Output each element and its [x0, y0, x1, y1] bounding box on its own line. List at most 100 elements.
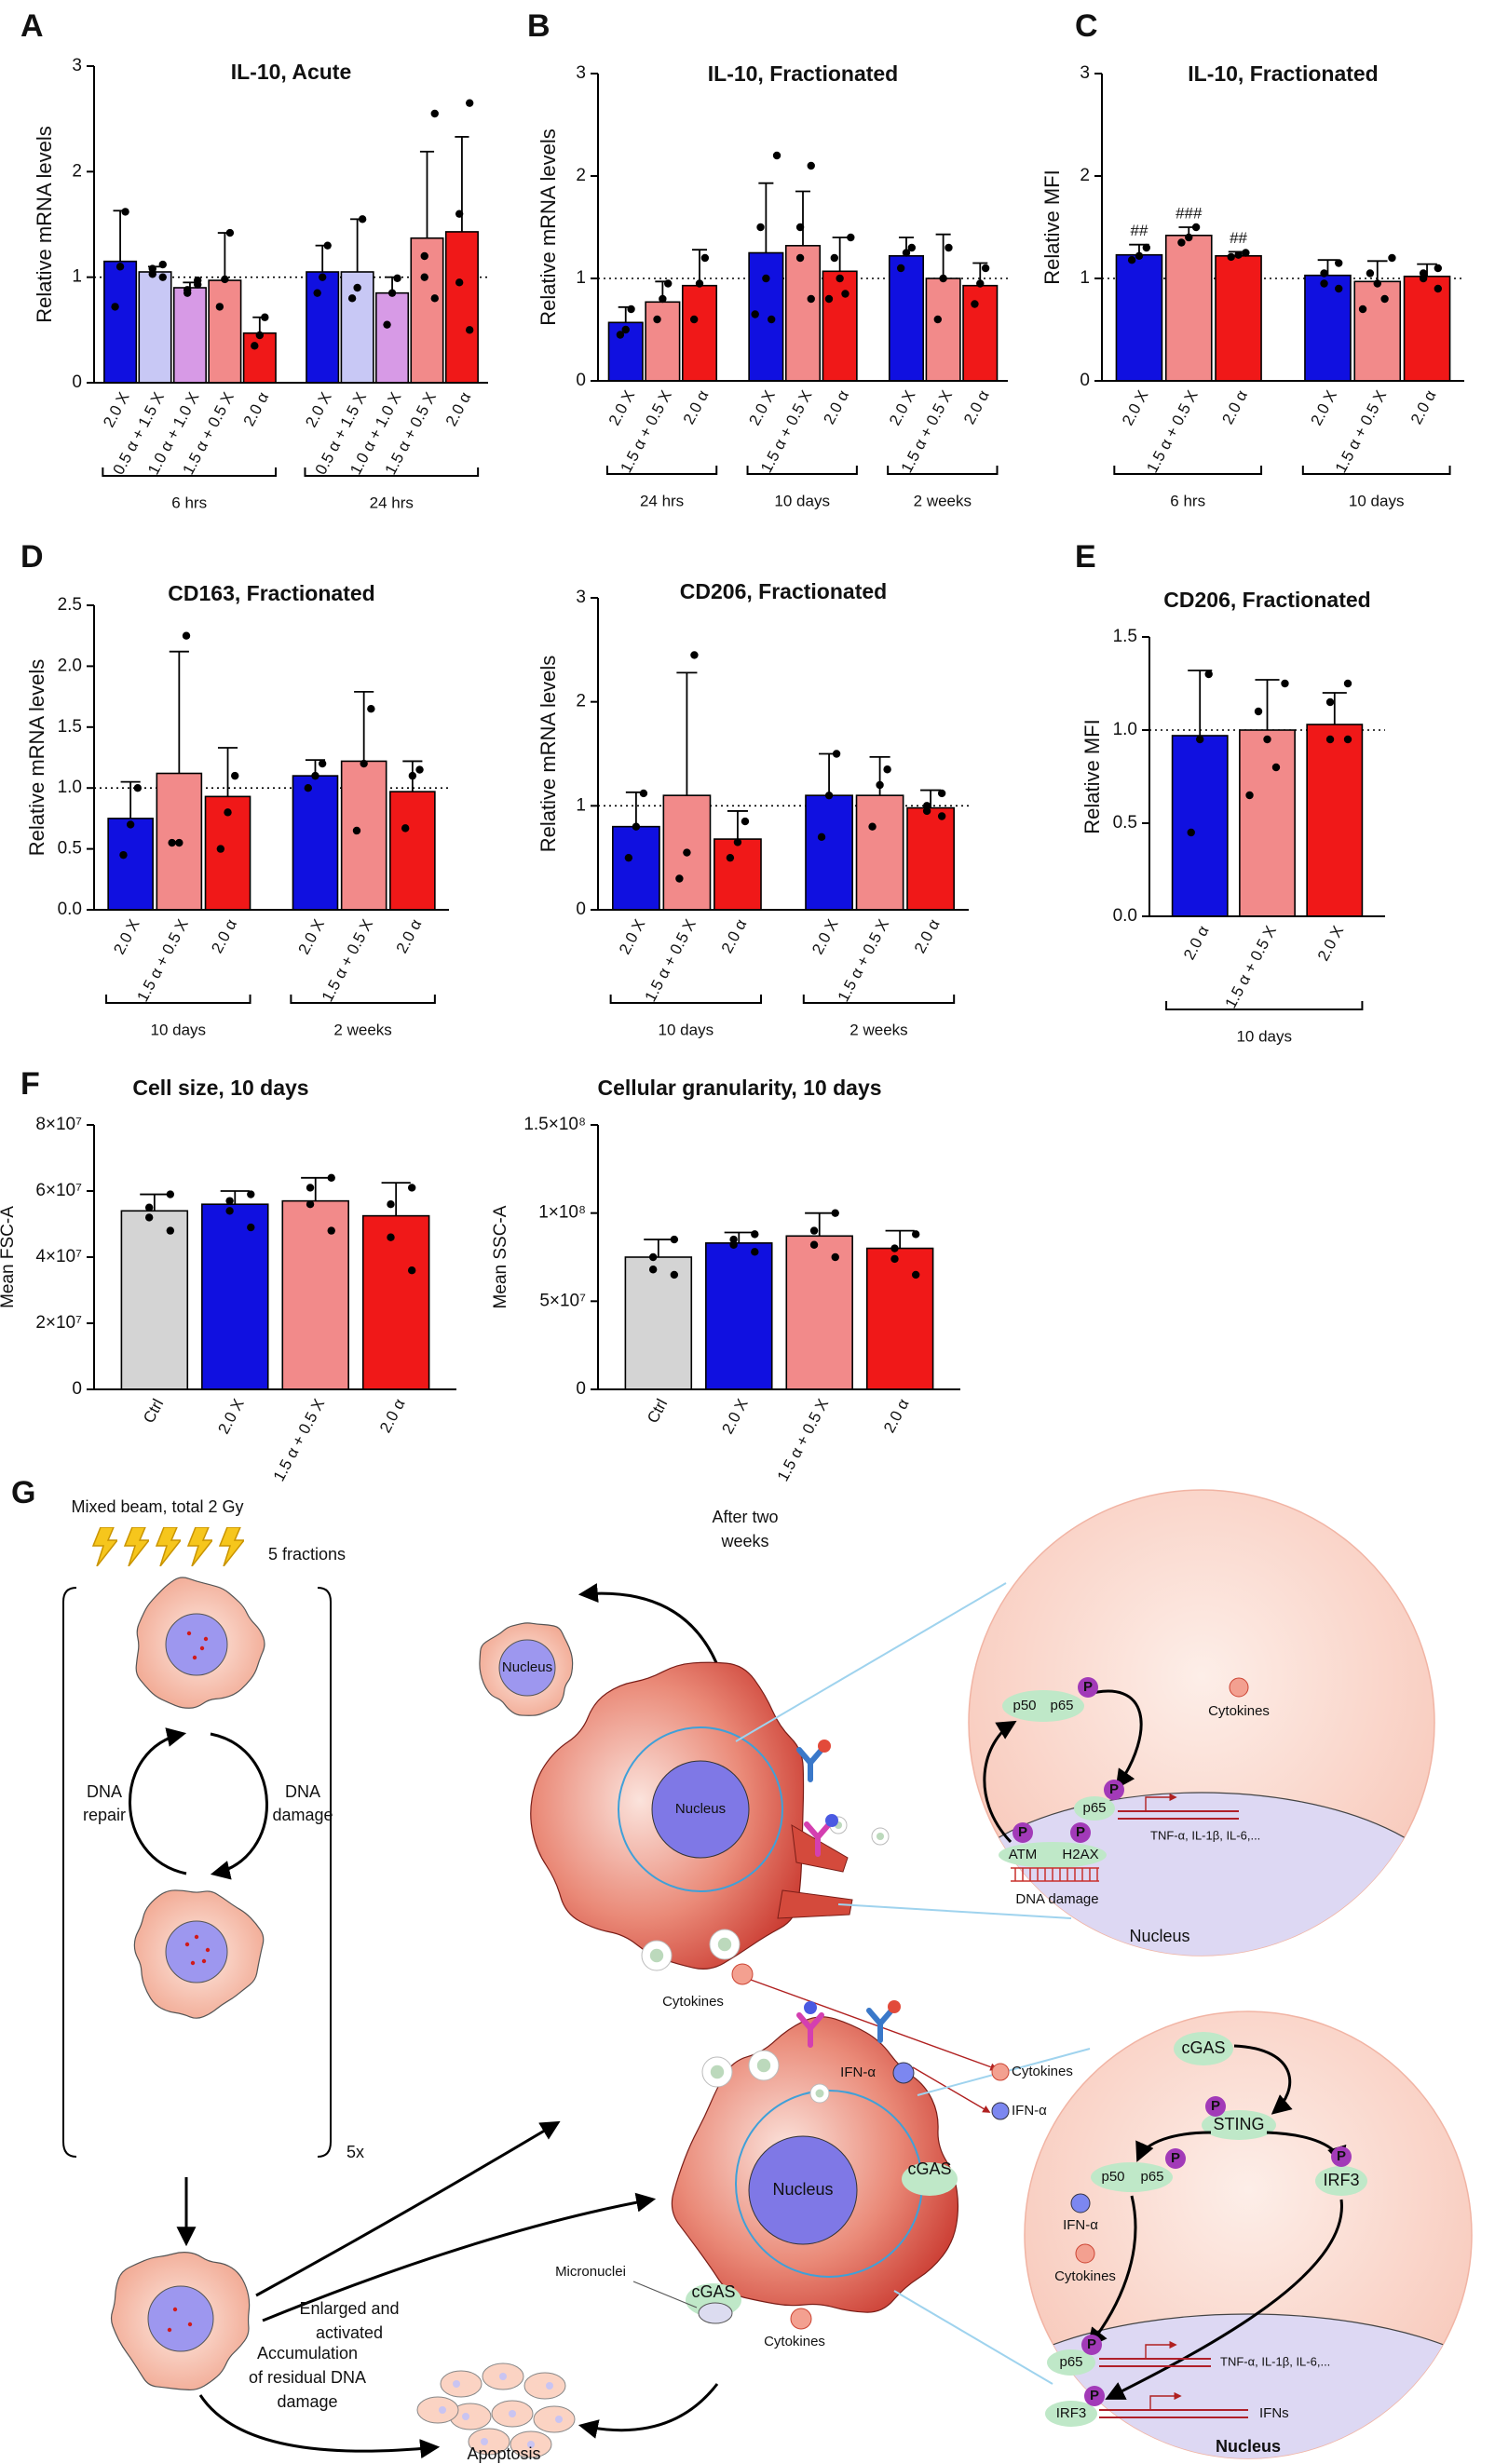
vesicle-core	[756, 2058, 771, 2073]
data-point	[795, 253, 805, 263]
data-point	[465, 99, 474, 107]
data-point	[194, 276, 202, 285]
bar	[444, 231, 479, 384]
x-tick-label: 2.0 α	[393, 916, 426, 956]
data-point	[1254, 707, 1263, 716]
group-bracket	[1165, 1001, 1364, 1010]
phospho	[1084, 2386, 1105, 2406]
y-tick-label: 4×10⁷	[35, 1247, 82, 1266]
diagram-label: P	[1171, 2150, 1180, 2166]
dna-lesion	[184, 1942, 190, 1947]
bar	[208, 279, 242, 384]
data-point	[841, 290, 849, 298]
bar	[107, 818, 154, 911]
arrow	[1087, 2195, 1137, 2349]
receptor	[796, 2012, 824, 2048]
x-tick-label: 2.0 α	[442, 389, 475, 429]
data-point	[1325, 735, 1335, 744]
diagram-label: cGAS	[1181, 2038, 1225, 2057]
diagram-label: DNA damage	[1015, 1891, 1098, 1907]
data-point	[911, 1270, 920, 1279]
y-axis-label: Mean SSC-A	[491, 1205, 510, 1308]
data-point	[1366, 269, 1375, 278]
vesicle-core	[876, 1832, 885, 1841]
group-bracket	[1113, 466, 1263, 475]
data-point	[683, 848, 691, 857]
ligand	[825, 1814, 838, 1827]
group-label: 10 days	[774, 492, 830, 509]
data-point	[420, 251, 428, 261]
zoom-line	[735, 1582, 1007, 1742]
bar	[201, 1203, 269, 1390]
bar	[1171, 735, 1229, 917]
data-point	[1335, 284, 1343, 293]
y-tick-label: 0	[1080, 371, 1090, 390]
protein	[902, 2162, 958, 2196]
panel-label: A	[20, 8, 44, 44]
diagram-label: After two	[712, 1508, 778, 1526]
group-label: 24 hrs	[640, 492, 684, 509]
data-point	[664, 279, 673, 288]
data-point	[183, 289, 192, 297]
diagram-label: Mixed beam, total 2 Gy	[71, 1497, 243, 1516]
bar	[410, 237, 444, 384]
bar	[612, 825, 660, 911]
diagram-label: Nucleus	[772, 2180, 833, 2199]
data-point	[465, 326, 474, 334]
nucleus	[498, 1639, 556, 1697]
bar	[805, 794, 853, 911]
apoptotic-fragment	[439, 2406, 446, 2414]
bar	[906, 806, 955, 911]
data-point	[1358, 305, 1367, 314]
bar	[172, 287, 207, 384]
data-point	[1343, 735, 1352, 744]
dna-lesion	[199, 1645, 205, 1651]
data-point	[937, 812, 946, 820]
data-point	[1187, 828, 1195, 837]
data-point	[907, 243, 917, 252]
x-tick-label: 2.0 X	[100, 389, 132, 430]
x-tick-label: 1.5 α + 0.5 X	[641, 916, 699, 1005]
diagram-label: TNF-α, IL-1β, IL-6,...	[1150, 1828, 1260, 1842]
zoom-nucleus	[1025, 2313, 1472, 2458]
data-point	[224, 808, 232, 817]
data-point	[809, 1240, 819, 1249]
data-point	[231, 771, 239, 780]
y-tick-label: 1	[576, 795, 586, 815]
dna-lesion	[205, 1947, 211, 1953]
arrow	[912, 2066, 991, 2113]
bar	[1164, 235, 1213, 382]
data-point	[922, 806, 931, 816]
data-point	[1142, 243, 1151, 252]
data-point	[387, 1200, 395, 1209]
y-tick-label: 8×10⁷	[35, 1115, 82, 1134]
panel-label: B	[527, 8, 550, 44]
data-point	[751, 1248, 759, 1256]
panel-label: F	[20, 1066, 40, 1102]
data-point	[1343, 679, 1352, 688]
phospho	[1078, 1677, 1098, 1698]
phospho	[1013, 1822, 1033, 1843]
y-axis-label: Mean FSC-A	[0, 1206, 18, 1308]
x-tick-label: 2.0 X	[302, 389, 334, 430]
data-point	[455, 210, 464, 218]
group-label: 10 days	[1349, 492, 1405, 509]
y-tick-label: 2×10⁷	[35, 1313, 82, 1333]
bar	[120, 1210, 189, 1390]
bar	[962, 284, 999, 382]
diagram-label: 5x	[347, 2143, 364, 2161]
apoptotic-body	[416, 2396, 459, 2424]
data-point	[313, 289, 321, 297]
data-point	[1204, 670, 1213, 679]
arrow	[1105, 2199, 1343, 2400]
data-point	[323, 241, 332, 250]
bar	[645, 301, 681, 382]
y-tick-label: 1.5×10⁸	[523, 1115, 586, 1134]
data-point	[225, 1197, 234, 1205]
data-point	[119, 850, 128, 860]
lightning	[124, 1527, 149, 1566]
apoptotic-body	[440, 2370, 482, 2398]
protein	[1045, 2401, 1097, 2427]
x-tick-label: Ctrl	[140, 1396, 167, 1426]
y-tick-label: 1×10⁸	[538, 1203, 586, 1223]
